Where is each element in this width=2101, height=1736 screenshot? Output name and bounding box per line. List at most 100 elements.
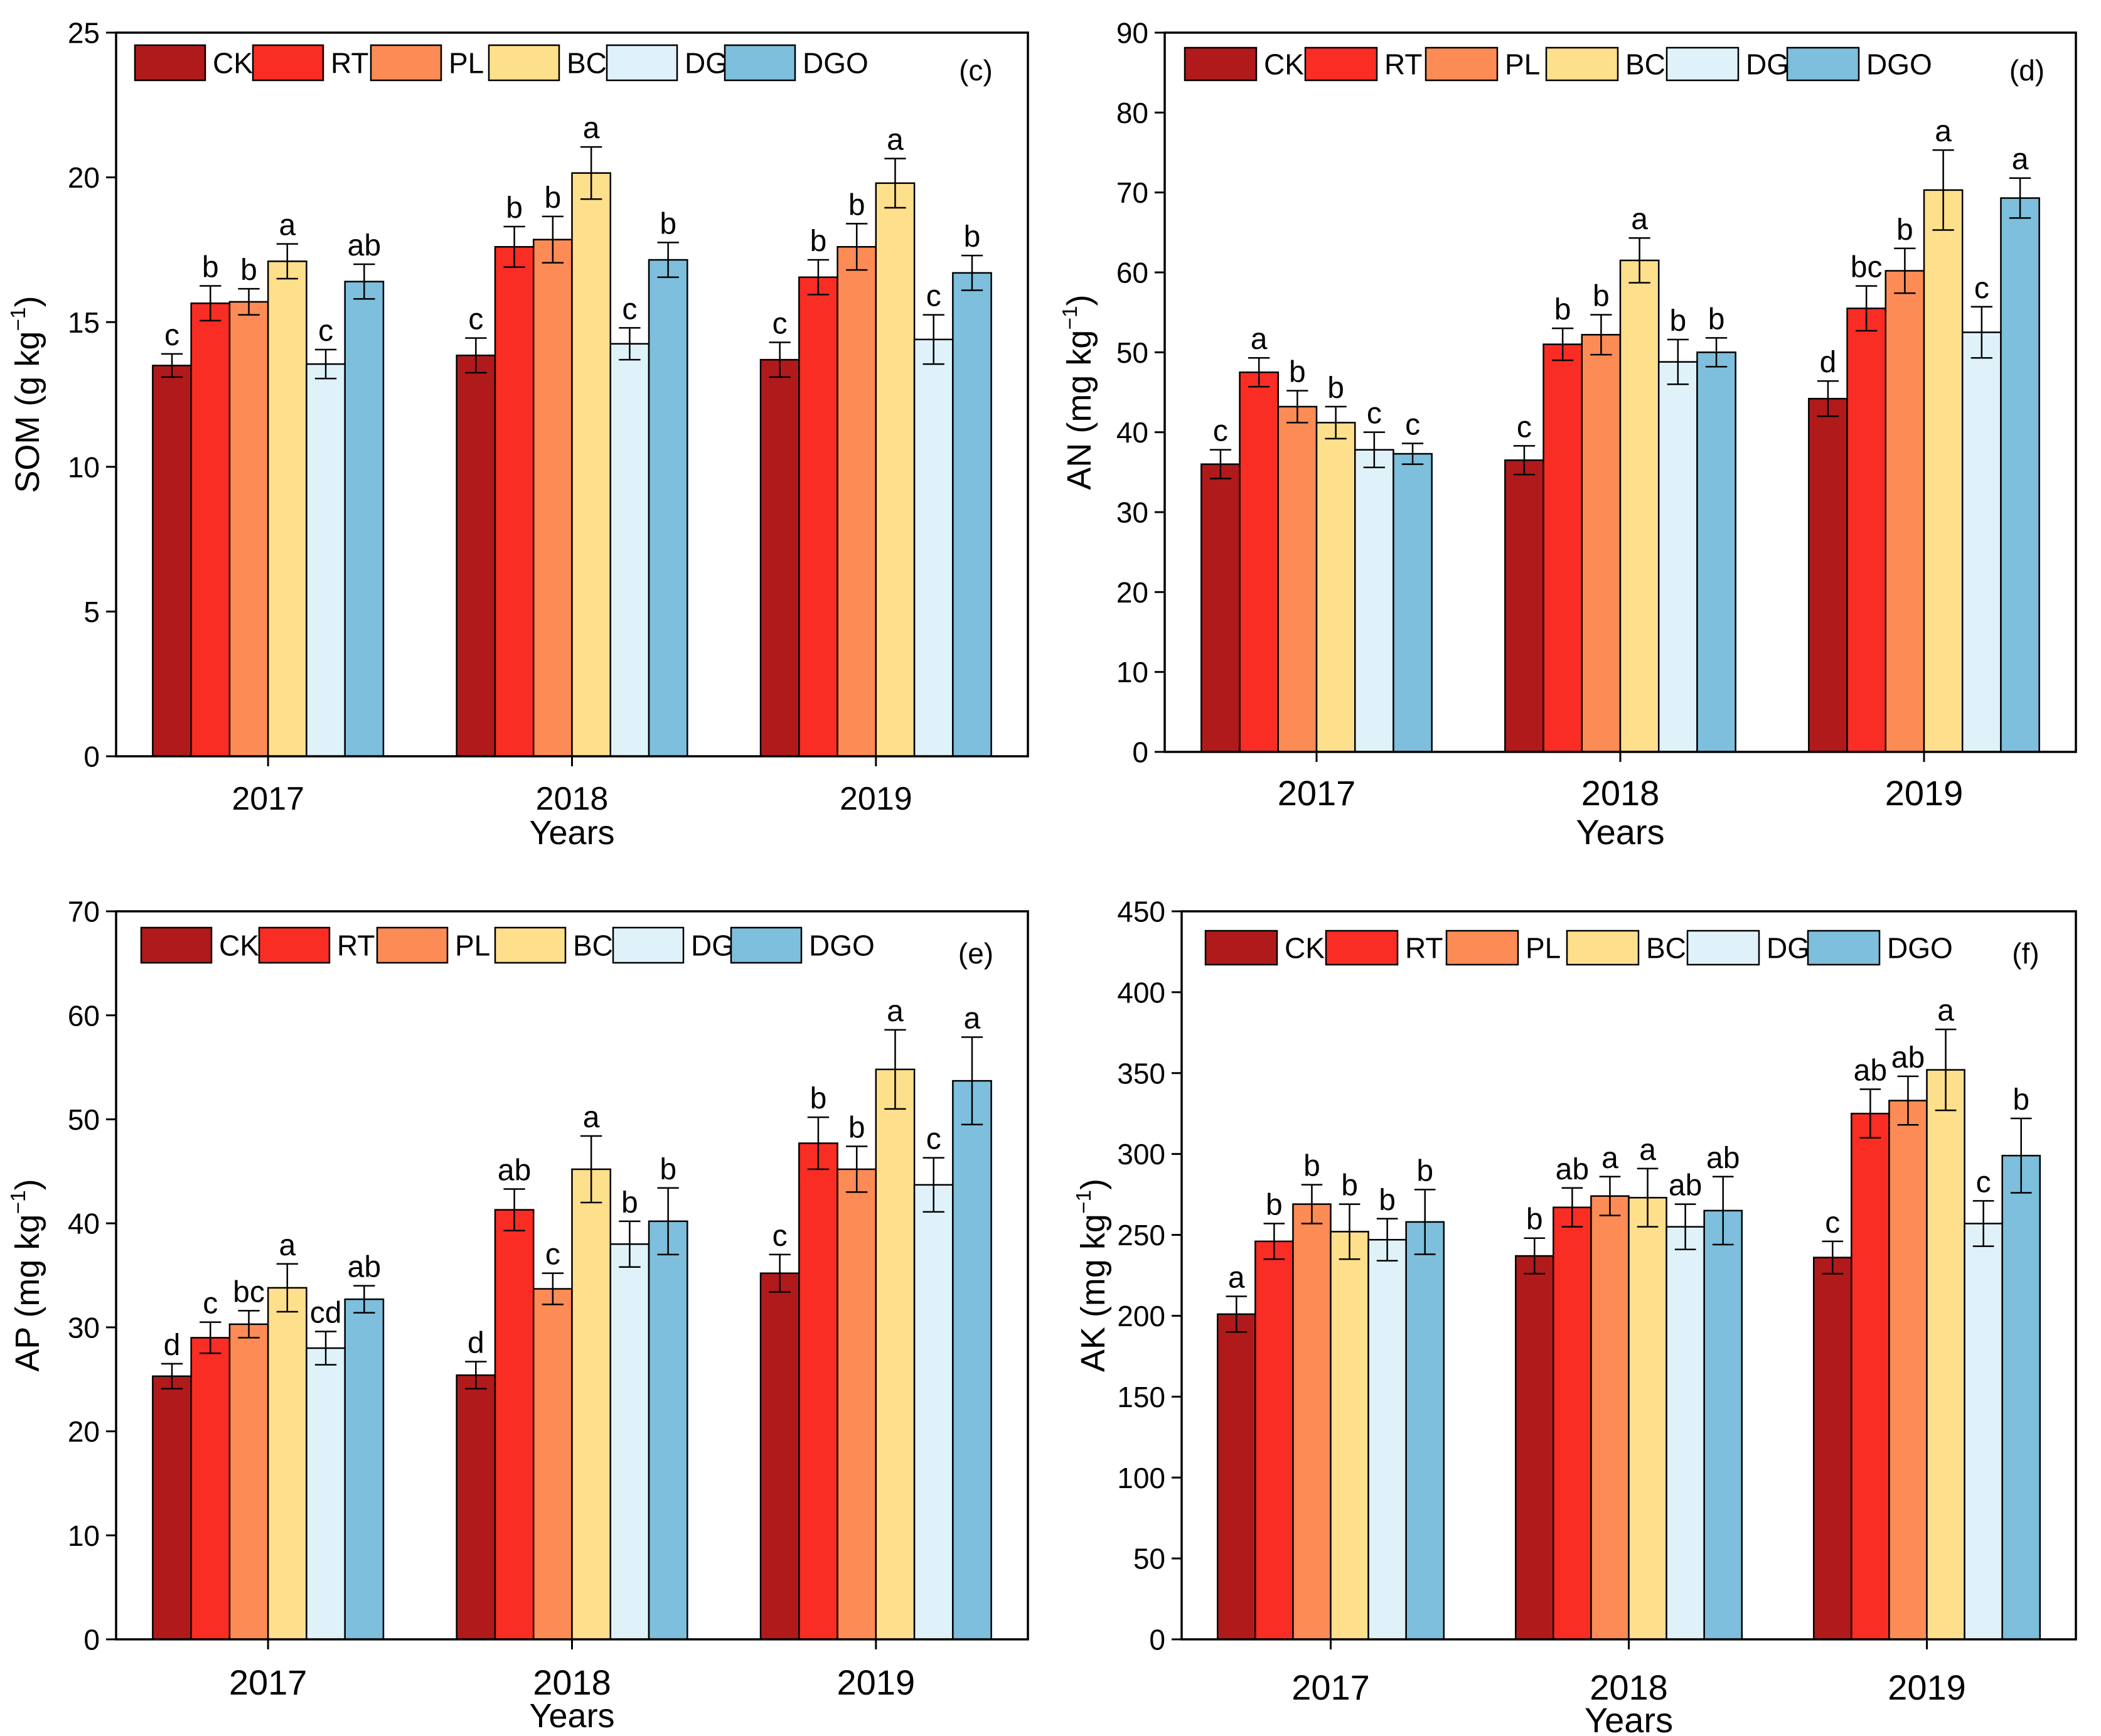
bar-bc-2019 (1926, 1069, 1965, 1641)
x-axis-label: Years (1585, 1700, 1673, 1736)
legend-label-rt: RT (331, 47, 369, 80)
x-tick-label-2019: 2019 (1888, 1668, 1966, 1707)
legend-swatch-pl (370, 44, 442, 82)
significance-letter-bc-2017: b (1341, 1169, 1358, 1203)
significance-letter-bc-2019: a (1937, 994, 1954, 1027)
y-tick-label-50: 50 (68, 1103, 100, 1136)
y-tick-label-20: 20 (68, 1415, 100, 1448)
y-tick-label-350: 350 (1117, 1057, 1165, 1090)
bar-ck-2019 (1808, 397, 1848, 753)
bar-bc-2019 (875, 1068, 916, 1641)
bar-pl-2017 (228, 1323, 269, 1641)
legend-label-pl: PL (1505, 48, 1540, 81)
significance-letter-rt-2017: c (203, 1287, 218, 1321)
bar-rt-2017 (1254, 1240, 1294, 1641)
x-axis-label: Years (529, 814, 614, 852)
bar-dgo-2017 (344, 281, 385, 758)
significance-letter-ck-2017: d (164, 1329, 181, 1362)
legend-label-pl: PL (455, 930, 490, 962)
bar-rt-2019 (798, 1142, 838, 1641)
y-tick-label-20: 20 (68, 161, 100, 194)
y-axis-label-tail: ) (1061, 294, 1098, 306)
significance-letter-ck-2018: c (468, 303, 483, 336)
legend-swatch-pl (376, 926, 449, 964)
plot-frame (1163, 31, 2077, 753)
significance-letter-dg-2018: b (621, 1186, 638, 1219)
significance-letter-dgo-2018: ab (1706, 1142, 1740, 1175)
bar-pl-2017 (1277, 405, 1318, 753)
panel-label: (e) (958, 937, 993, 970)
legend-label-dg: DG (1767, 932, 1810, 965)
bar-bc-2019 (1923, 189, 1964, 753)
y-tick-label-20: 20 (1116, 576, 1148, 609)
significance-letter-ck-2017: a (1228, 1262, 1245, 1295)
x-tick-label-2019: 2019 (1885, 773, 1964, 813)
significance-letter-ck-2018: d (468, 1327, 484, 1360)
bar-bc-2018 (571, 1168, 612, 1641)
significance-letter-dg-2017: cd (310, 1296, 342, 1329)
bar-pl-2019 (1884, 270, 1925, 753)
y-tick-label-30: 30 (1116, 496, 1148, 529)
y-tick-label-450: 450 (1117, 896, 1165, 928)
legend-swatch-bc (488, 44, 560, 82)
plot-frame (115, 31, 1029, 758)
bar-dg-2017 (1367, 1239, 1407, 1641)
bar-dgo-2019 (2001, 1154, 2041, 1641)
bar-pl-2017 (1292, 1203, 1332, 1641)
significance-letter-dg-2018: ab (1669, 1169, 1702, 1203)
bar-pl-2018 (1590, 1195, 1630, 1641)
y-tick-label-60: 60 (68, 999, 100, 1032)
y-tick-label-50: 50 (1116, 336, 1148, 369)
bar-rt-2017 (190, 302, 231, 758)
legend-swatch-rt (258, 926, 331, 964)
y-tick-label-10: 10 (68, 451, 100, 483)
bar-dg-2019 (913, 1184, 954, 1641)
bar-dgo-2017 (1393, 453, 1433, 753)
chart-panel-3: dc bcacdab2017dabcabb2018cbbaca2019010203… (7, 896, 1029, 1735)
panel-label: (d) (2009, 54, 2045, 87)
x-tick-label-2018: 2018 (1590, 1668, 1668, 1707)
y-axis-label-superscript: −1 (1072, 1190, 1096, 1214)
y-tick-label-50: 50 (1133, 1543, 1165, 1575)
y-tick-label-400: 400 (1117, 976, 1165, 1009)
significance-letter-dg-2018: c (622, 292, 637, 326)
significance-letter-bc-2018: a (583, 112, 600, 145)
significance-letter-dg-2017: c (318, 314, 333, 348)
legend-swatch-dgo (730, 926, 803, 964)
legend-label-dg: DG (1746, 48, 1789, 81)
legend: CK RT PL BC DG DGO (140, 926, 875, 964)
legend-label-rt: RT (1405, 932, 1443, 965)
legend-label-dgo: DGO (1887, 932, 1953, 965)
bar-dgo-2018 (1696, 351, 1736, 753)
legend-swatch-rt (252, 44, 324, 82)
bar-pl-2019 (1888, 1100, 1928, 1641)
significance-letter-ck-2019: c (1825, 1206, 1840, 1240)
bar-ck-2018 (456, 1374, 496, 1641)
legend-label-bc: BC (573, 930, 613, 962)
significance-letter-dg-2017: b (1379, 1184, 1396, 1217)
bar-dg-2018 (609, 343, 650, 758)
x-axis-label: Years (1576, 812, 1664, 852)
bar-pl-2018 (1581, 334, 1622, 753)
y-axis-label: AP (mg kg−1) (7, 1179, 46, 1371)
y-tick-label-80: 80 (1116, 97, 1148, 129)
legend-swatch-bc (1545, 46, 1619, 82)
bar-bc-2018 (1628, 1197, 1667, 1641)
bar-dgo-2019 (952, 272, 992, 758)
significance-letter-ck-2017: c (1213, 415, 1228, 448)
legend-swatch-ck (1204, 930, 1278, 966)
panel-label: (f) (2012, 937, 2039, 970)
bar-dg-2019 (1964, 1223, 2003, 1641)
significance-letter-ck-2019: d (1820, 346, 1837, 379)
significance-letter-rt-2019: b (810, 1082, 827, 1115)
significance-letter-dgo-2018: b (660, 1153, 676, 1186)
y-tick-label-90: 90 (1116, 17, 1148, 50)
bar-rt-2019 (1846, 308, 1887, 753)
legend-swatch-dgo (1786, 46, 1860, 82)
y-axis-label-main: AN (mg kg (1061, 330, 1098, 490)
bar-pl-2018 (532, 1288, 573, 1641)
bar-bc-2019 (875, 182, 916, 758)
y-tick-label-150: 150 (1117, 1381, 1165, 1413)
significance-letter-rt-2018: ab (1556, 1153, 1589, 1186)
y-tick-label-250: 250 (1117, 1219, 1165, 1251)
